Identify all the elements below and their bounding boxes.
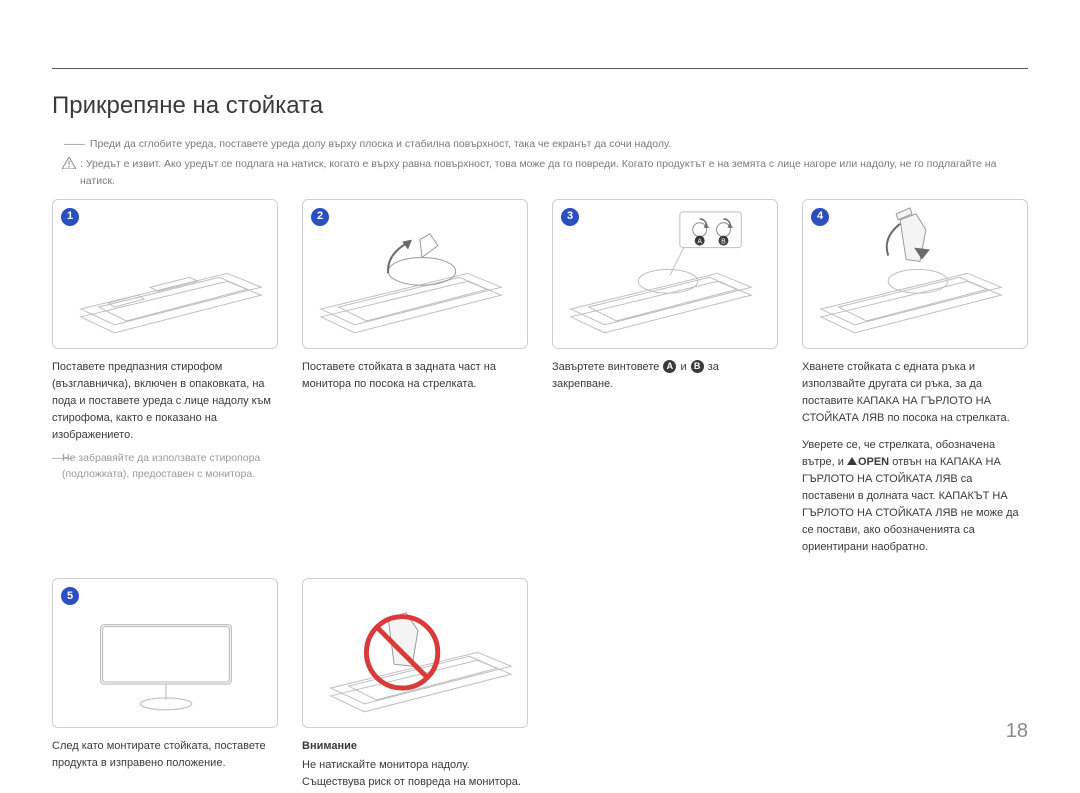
warning-triangle-icon [62, 157, 76, 169]
step-4-figure: 4 [802, 199, 1028, 349]
intro-line: ―― Преди да сглобите уреда, поставете ур… [64, 136, 1028, 152]
step-1: 1 Поставете предпазния стирофом (възглав… [52, 199, 278, 559]
step-1-figure: 1 [52, 199, 278, 349]
step-1-note: ―― Не забравяйте да използвате стиропора… [62, 450, 278, 483]
caution-cell: Внимание Не натискайте монитора надолу. … [302, 578, 528, 793]
step-2-text: Поставете стойката в задната част на мон… [302, 359, 528, 393]
svg-text:A: A [697, 238, 702, 245]
step-5: 5 След като монтирате стойката, поставет… [52, 578, 278, 793]
step-4-illustration [803, 200, 1027, 349]
page-number: 18 [1006, 720, 1028, 743]
step-3-mid: и [677, 361, 689, 373]
step-1-text: Поставете предпазния стирофом (възглавни… [52, 359, 278, 444]
step-3: 3 A [552, 199, 778, 559]
step-4: 4 Хванете стойката с едната ръка и [802, 199, 1028, 559]
step-5-text: След като монтирате стойката, поставете … [52, 738, 278, 772]
warning-text: Уредът е извит. Ако уредът се подлага на… [80, 158, 996, 186]
step-3-illustration: A B [553, 200, 777, 349]
step-2-illustration [303, 200, 527, 349]
step-4-p1: Хванете стойката с едната ръка и използв… [802, 359, 1028, 427]
caution-illustration [303, 579, 527, 728]
caution-text: Не натискайте монитора надолу. Съществув… [302, 757, 528, 791]
step-1-illustration [53, 200, 277, 349]
step-3-figure: 3 A [552, 199, 778, 349]
page-title: Прикрепяне на стойката [52, 92, 1028, 120]
open-label: OPEN [858, 456, 889, 468]
inline-badge-b: B [691, 360, 704, 373]
warning-colon: : [80, 158, 83, 170]
svg-text:B: B [721, 238, 726, 245]
step-5-figure: 5 [52, 578, 278, 728]
step-5-illustration [53, 579, 277, 728]
warning-line: : Уредът е извит. Ако уредът се подлага … [80, 156, 1028, 189]
step-2-figure: 2 [302, 199, 528, 349]
step-3-pre: Завъртете винтовете [552, 361, 662, 373]
caution-figure [302, 578, 528, 728]
step-1-note-text: Не забравяйте да използвате стиропора (п… [62, 452, 260, 480]
intro-dash: ―― [64, 138, 85, 150]
note-dash: ―― [52, 450, 73, 466]
step-4-p2: Уверете се, че стрелката, обозначена вът… [802, 437, 1028, 556]
step-2: 2 Поставете стойката в задната част на м… [302, 199, 528, 559]
step-4-p2-post: отвън на КАПАКА НА ГЪРЛОТО НА СТОЙКАТА Л… [802, 456, 1019, 553]
step-3-text: Завъртете винтовете A и B за закрепване. [552, 359, 778, 393]
intro-text: Преди да сглобите уреда, поставете уреда… [90, 138, 671, 150]
triangle-up-icon [847, 457, 857, 465]
steps-grid: 1 Поставете предпазния стирофом (възглав… [52, 199, 1028, 793]
inline-badge-a: A [663, 360, 676, 373]
caution-title: Внимание [302, 738, 528, 755]
top-rule [52, 68, 1028, 69]
